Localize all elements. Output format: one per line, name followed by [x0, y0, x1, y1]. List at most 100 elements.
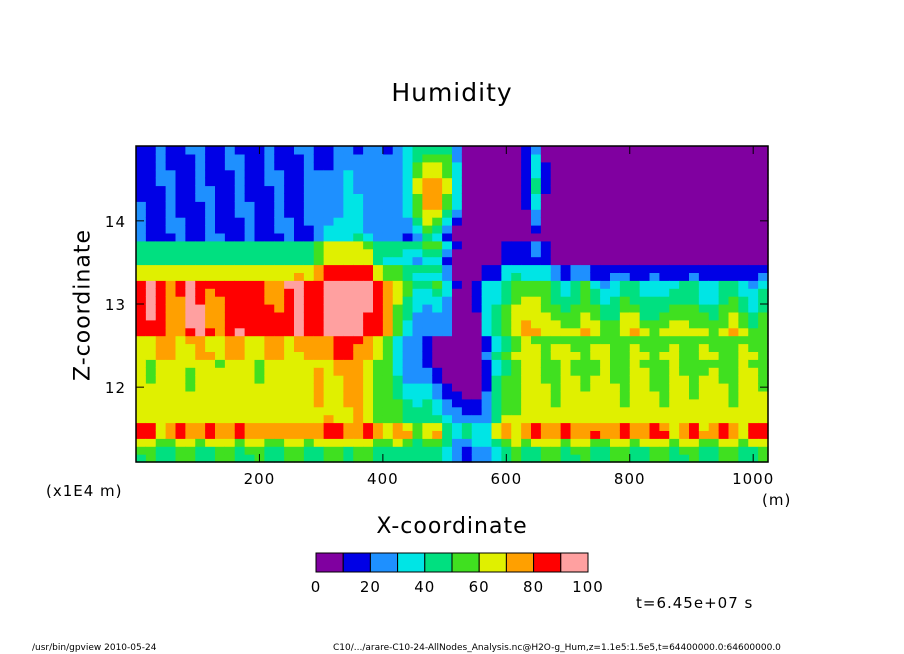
field-cell: [521, 209, 532, 218]
field-cell: [195, 296, 206, 305]
field-cell: [323, 311, 335, 321]
field-cell: [284, 240, 295, 250]
field-cell: [491, 438, 502, 447]
field-cell: [471, 201, 483, 210]
field-cell: [175, 288, 186, 297]
field-cell: [264, 375, 275, 384]
field-cell: [373, 256, 384, 266]
field-cell: [175, 225, 186, 234]
field-cell: [600, 193, 611, 202]
field-cell: [511, 319, 522, 329]
field-cell: [461, 146, 473, 155]
field-cell: [531, 264, 542, 273]
field-cell: [323, 232, 335, 242]
field-cell: [590, 335, 601, 345]
field-cell: [708, 343, 720, 352]
field-cell: [708, 304, 720, 313]
field-cell: [610, 335, 621, 345]
field-cell: [422, 280, 433, 289]
field-cell: [452, 351, 463, 360]
field-cell: [432, 232, 443, 242]
field-cell: [323, 446, 335, 455]
field-cell: [698, 161, 710, 171]
field-cell: [728, 343, 739, 352]
field-cell: [353, 311, 364, 321]
field-cell: [294, 430, 305, 439]
field-cell: [570, 240, 581, 250]
field-cell: [590, 248, 601, 258]
field-cell: [708, 248, 720, 258]
field-cell: [531, 430, 542, 439]
field-cell: [284, 248, 295, 258]
field-cell: [511, 383, 522, 392]
field-cell: [363, 248, 374, 258]
field-cell: [274, 240, 285, 250]
field-cell: [382, 240, 394, 250]
field-cell: [452, 311, 463, 321]
field-cell: [205, 248, 216, 258]
field-cell: [649, 264, 660, 273]
field-cell: [412, 185, 423, 194]
field-cell: [323, 161, 335, 171]
field-cell: [432, 209, 443, 218]
field-cell: [136, 161, 147, 171]
field-cell: [195, 406, 206, 416]
field-cell: [234, 343, 246, 352]
field-cell: [698, 351, 710, 360]
field-cell: [698, 217, 710, 226]
field-cell: [165, 296, 177, 305]
field-cell: [708, 359, 720, 368]
field-cell: [224, 422, 236, 431]
field-cell: [550, 169, 562, 179]
field-cell: [501, 327, 512, 337]
field-cell: [452, 272, 463, 281]
field-cell: [185, 201, 196, 210]
field-cell: [679, 398, 690, 408]
field-cell: [649, 446, 660, 455]
field-cell: [303, 280, 315, 289]
field-cell: [323, 343, 335, 352]
field-cell: [501, 240, 512, 250]
field-cell: [412, 248, 423, 258]
field-cell: [432, 201, 443, 210]
field-cell: [580, 327, 591, 337]
field-cell: [669, 383, 680, 392]
field-cell: [244, 327, 256, 337]
field-cell: [698, 146, 710, 155]
field-cell: [136, 319, 147, 329]
field-cell: [274, 367, 285, 376]
field-cell: [758, 193, 769, 202]
field-cell: [185, 406, 196, 416]
field-cell: [254, 422, 265, 431]
field-cell: [442, 327, 453, 337]
field-cell: [531, 359, 542, 368]
field-cell: [708, 454, 720, 463]
field-cell: [215, 351, 226, 360]
field-cell: [639, 161, 651, 171]
field-cell: [570, 414, 581, 424]
field-cell: [382, 177, 394, 187]
field-cell: [531, 153, 542, 163]
field-cell: [215, 311, 226, 321]
field-cell: [294, 296, 305, 305]
field-cell: [363, 438, 374, 447]
field-cell: [303, 454, 315, 463]
field-cell: [244, 422, 256, 431]
field-cell: [353, 264, 364, 273]
field-cell: [610, 454, 621, 463]
field-cell: [461, 240, 473, 250]
field-cell: [442, 280, 453, 289]
field-cell: [580, 414, 591, 424]
field-cell: [195, 161, 206, 171]
field-cell: [590, 390, 601, 400]
field-cell: [619, 335, 631, 345]
field-cell: [323, 153, 335, 163]
field-cell: [234, 153, 246, 163]
field-cell: [590, 256, 601, 266]
field-cell: [540, 217, 552, 226]
field-cell: [422, 201, 433, 210]
field-cell: [205, 454, 216, 463]
field-cell: [600, 454, 611, 463]
field-cell: [580, 351, 591, 360]
field-cell: [254, 343, 265, 352]
